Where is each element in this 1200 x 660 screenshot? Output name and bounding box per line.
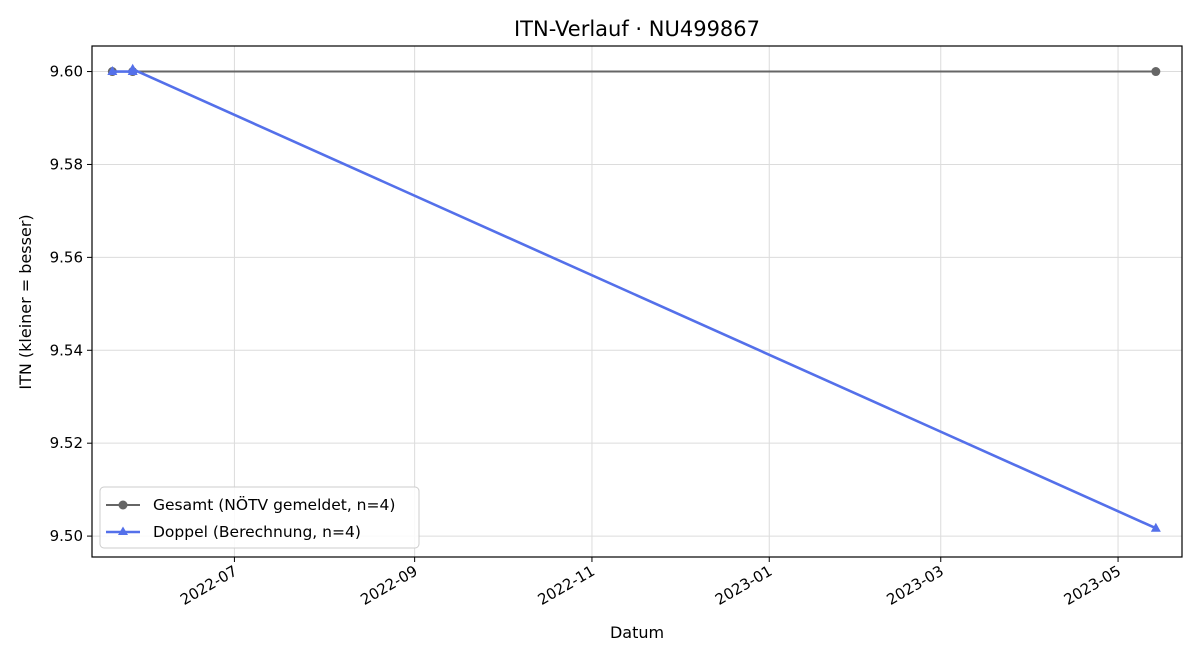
y-tick-label: 9.60 xyxy=(50,63,83,81)
legend-label-doppel: Doppel (Berechnung, n=4) xyxy=(153,523,361,541)
legend-label-gesamt: Gesamt (NÖTV gemeldet, n=4) xyxy=(153,495,395,514)
legend: Gesamt (NÖTV gemeldet, n=4) Doppel (Bere… xyxy=(99,486,420,549)
x-tick-label: 2023-03 xyxy=(883,562,946,609)
plot-frame xyxy=(91,45,1183,558)
x-tick-label: 2022-07 xyxy=(177,562,240,609)
data-point xyxy=(107,66,118,76)
grid xyxy=(92,46,1182,557)
y-axis: 9.50 9.52 9.54 9.56 9.58 9.60 xyxy=(50,63,92,545)
series-layer xyxy=(107,63,1161,532)
x-tick-label: 2022-11 xyxy=(535,562,598,609)
chart-title: ITN-Verlauf · NU499867 xyxy=(514,17,760,41)
data-point xyxy=(127,63,138,73)
x-tick-label: 2023-01 xyxy=(712,562,775,609)
series-line-doppel xyxy=(112,67,1157,530)
x-tick-label: 2023-05 xyxy=(1061,562,1124,609)
y-axis-title: ITN (kleiner = besser) xyxy=(16,214,35,389)
legend-marker-gesamt xyxy=(118,500,128,510)
x-axis-title: Datum xyxy=(610,623,664,642)
y-tick-label: 9.50 xyxy=(50,527,83,545)
x-tick-label: 2022-09 xyxy=(357,562,420,609)
y-tick-label: 9.54 xyxy=(50,341,83,359)
x-axis: 2022-07 2022-09 2022-11 2023-01 2023-03 2023-… xyxy=(177,557,1124,609)
data-point xyxy=(1150,522,1161,532)
y-tick-label: 9.52 xyxy=(50,434,83,452)
legend-marker-doppel xyxy=(118,526,128,535)
legend-box xyxy=(99,486,420,549)
y-tick-label: 9.56 xyxy=(50,248,83,266)
y-tick-label: 9.58 xyxy=(50,155,83,173)
data-point xyxy=(1151,67,1161,77)
